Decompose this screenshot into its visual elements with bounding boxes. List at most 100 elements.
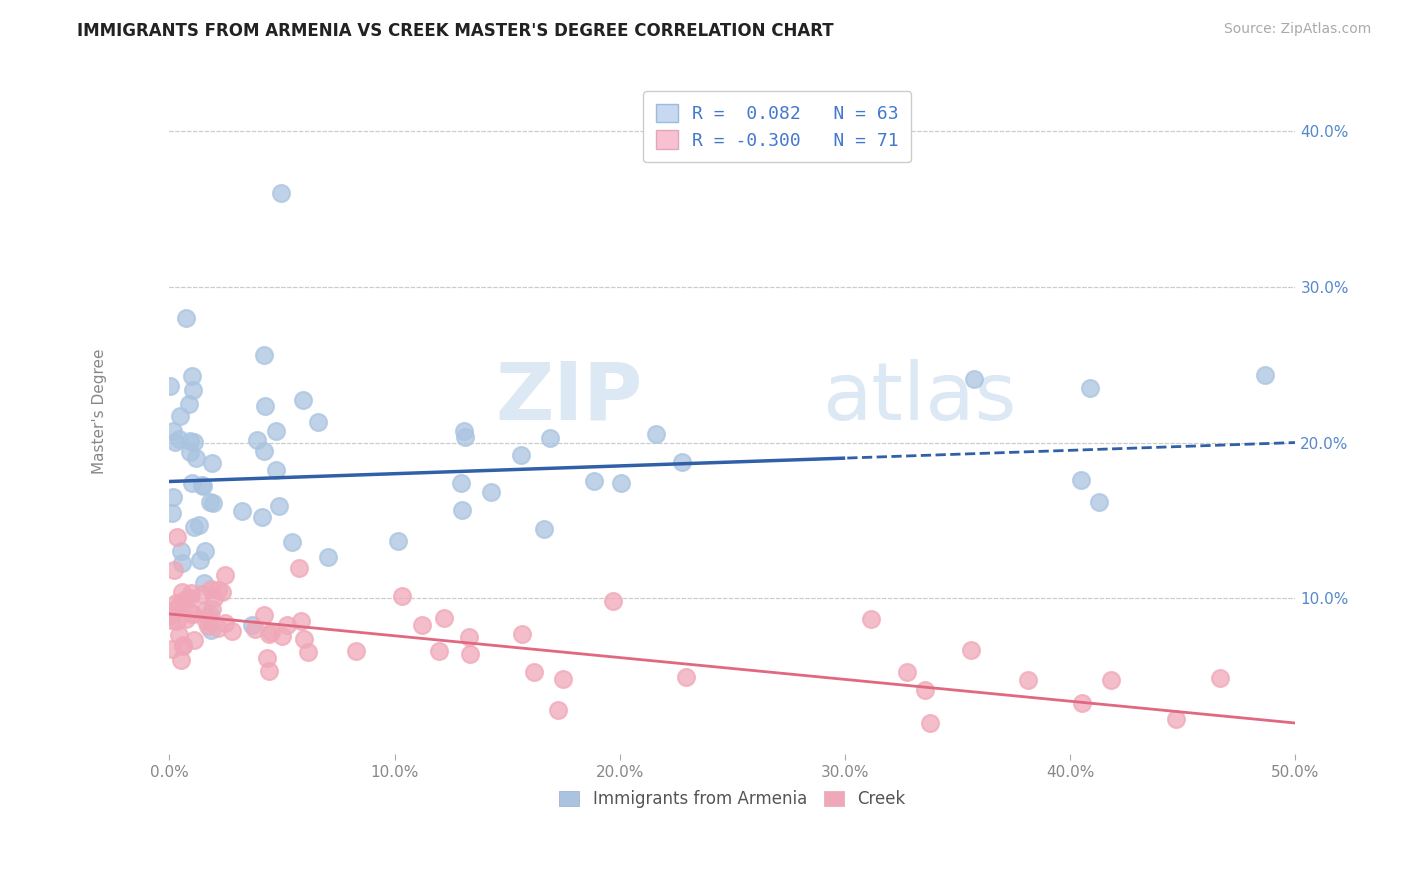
Point bbox=[609, 476, 631, 491]
Point bbox=[243, 622, 266, 636]
Point bbox=[166, 614, 188, 628]
Point bbox=[675, 670, 697, 684]
Point bbox=[270, 629, 292, 643]
Point bbox=[200, 495, 222, 509]
Point bbox=[231, 503, 253, 517]
Point bbox=[214, 616, 236, 631]
Point bbox=[257, 626, 280, 640]
Point bbox=[450, 476, 472, 491]
Point bbox=[264, 463, 287, 477]
Point bbox=[547, 703, 569, 717]
Text: IMMIGRANTS FROM ARMENIA VS CREEK MASTER'S DEGREE CORRELATION CHART: IMMIGRANTS FROM ARMENIA VS CREEK MASTER'… bbox=[77, 22, 834, 40]
Point bbox=[963, 371, 986, 385]
Point bbox=[479, 484, 502, 499]
Point bbox=[960, 643, 983, 657]
Text: atlas: atlas bbox=[823, 359, 1017, 437]
Point bbox=[194, 615, 217, 629]
Point bbox=[427, 643, 450, 657]
Point bbox=[671, 455, 693, 469]
Point bbox=[162, 490, 184, 504]
Point bbox=[266, 424, 288, 438]
Point bbox=[202, 591, 225, 606]
Point bbox=[200, 607, 222, 621]
Point bbox=[200, 623, 222, 637]
Point bbox=[202, 496, 225, 510]
Point bbox=[207, 621, 229, 635]
Point bbox=[253, 399, 276, 413]
Point bbox=[859, 612, 882, 626]
Point bbox=[316, 549, 339, 564]
Point bbox=[458, 630, 481, 644]
Point bbox=[450, 502, 472, 516]
Point bbox=[174, 612, 197, 626]
Point bbox=[170, 653, 193, 667]
Point bbox=[276, 617, 298, 632]
Point bbox=[211, 585, 233, 599]
Point bbox=[1078, 381, 1101, 395]
Point bbox=[160, 641, 183, 656]
Point bbox=[180, 475, 202, 490]
Point bbox=[538, 431, 561, 445]
Point bbox=[180, 368, 202, 383]
Point bbox=[267, 499, 290, 513]
Point bbox=[201, 602, 224, 616]
Point bbox=[191, 478, 214, 492]
Point bbox=[1071, 697, 1094, 711]
Point bbox=[250, 509, 273, 524]
Point bbox=[183, 632, 205, 647]
Point bbox=[253, 444, 276, 458]
Point bbox=[533, 522, 555, 536]
Point bbox=[172, 638, 194, 652]
Point bbox=[166, 530, 188, 544]
Point bbox=[181, 607, 204, 621]
Point bbox=[214, 568, 236, 582]
Point bbox=[896, 665, 918, 679]
Point bbox=[207, 583, 229, 598]
Point bbox=[914, 682, 936, 697]
Point bbox=[165, 596, 187, 610]
Point bbox=[280, 535, 302, 549]
Point bbox=[292, 393, 315, 408]
Point bbox=[197, 619, 219, 633]
Point bbox=[177, 397, 200, 411]
Point bbox=[240, 618, 263, 632]
Point bbox=[163, 563, 186, 577]
Point bbox=[179, 591, 201, 605]
Point bbox=[200, 582, 222, 597]
Point bbox=[920, 716, 942, 731]
Point bbox=[179, 434, 201, 448]
Point bbox=[253, 349, 276, 363]
Point bbox=[167, 599, 190, 614]
Point bbox=[1070, 473, 1092, 487]
Point bbox=[167, 628, 190, 642]
Point bbox=[169, 595, 191, 609]
Point bbox=[287, 561, 309, 575]
Point bbox=[510, 448, 533, 462]
Point bbox=[179, 444, 201, 458]
Point bbox=[344, 644, 367, 658]
Point bbox=[170, 585, 193, 599]
Point bbox=[1254, 368, 1277, 383]
Point bbox=[169, 409, 191, 423]
Point bbox=[193, 604, 215, 618]
Point bbox=[197, 610, 219, 624]
Point bbox=[391, 589, 413, 603]
Point bbox=[307, 415, 329, 429]
Point bbox=[190, 587, 212, 601]
Point bbox=[181, 607, 204, 621]
Point bbox=[523, 665, 546, 680]
Point bbox=[260, 624, 283, 639]
Text: Source: ZipAtlas.com: Source: ZipAtlas.com bbox=[1223, 22, 1371, 37]
Point bbox=[454, 430, 477, 444]
Point bbox=[453, 424, 475, 438]
Point bbox=[1099, 673, 1122, 687]
Point bbox=[188, 518, 211, 533]
Point bbox=[270, 186, 292, 201]
Point bbox=[183, 434, 205, 449]
Point bbox=[252, 607, 274, 622]
Point bbox=[162, 424, 184, 438]
Point bbox=[1166, 712, 1188, 726]
Point bbox=[160, 613, 183, 627]
Point bbox=[221, 624, 243, 638]
Point bbox=[174, 591, 197, 606]
